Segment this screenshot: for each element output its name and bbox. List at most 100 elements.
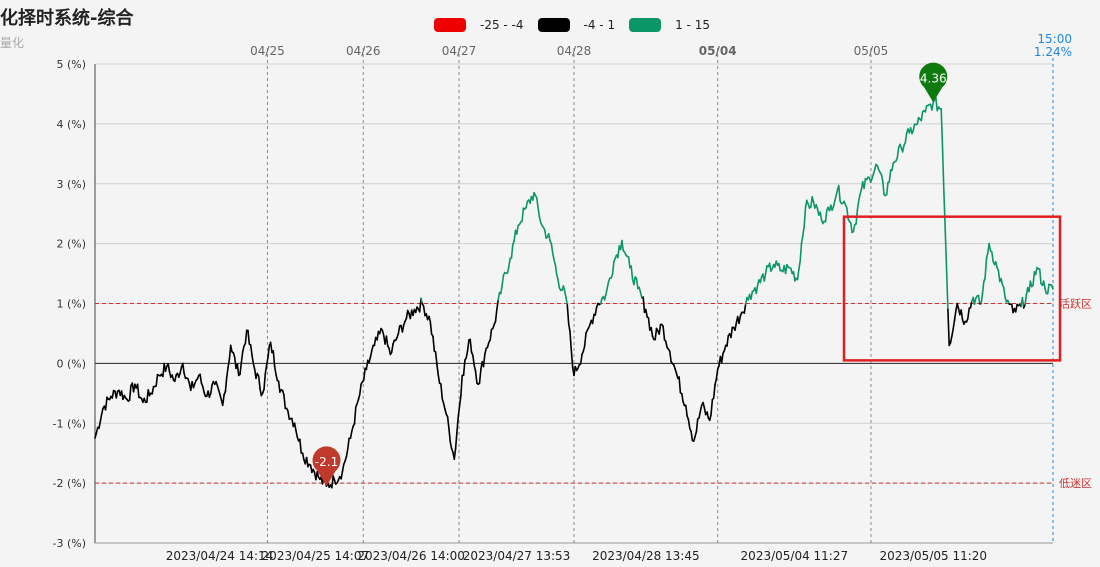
series-segment (397, 325, 401, 335)
series-segment (654, 327, 658, 341)
series-segment (699, 404, 703, 412)
series-segment (763, 272, 767, 282)
latest-value: 1.24% (1033, 45, 1072, 59)
series-segment (611, 260, 615, 275)
min-marker (312, 446, 341, 487)
series-segment (164, 365, 168, 373)
series-segment (638, 286, 642, 294)
series-segment (931, 101, 935, 111)
max-marker-label: 4.36 (920, 71, 947, 85)
series-segment (553, 258, 557, 266)
series-segment (977, 294, 981, 305)
page-title: 化择时系统-综合 (0, 8, 134, 29)
series-segment (849, 222, 853, 234)
series-segment (606, 280, 610, 289)
series-segment (687, 418, 691, 430)
series-segment (182, 362, 185, 375)
series-segment (469, 338, 473, 353)
legend-item-range-mid[interactable]: -4 - 1 (537, 18, 615, 32)
series-segment (563, 290, 567, 299)
series-segment (521, 207, 525, 222)
legend-item-range-high[interactable]: 1 - 15 (629, 18, 710, 32)
x-top-label: 04/25 (250, 44, 285, 58)
series-segment (555, 273, 559, 281)
series-segment (605, 287, 609, 296)
series-segment (960, 309, 964, 321)
series-segment (513, 229, 517, 242)
legend-swatch-black (537, 18, 570, 32)
series-segment (706, 411, 710, 420)
series-segment (381, 329, 385, 337)
series-segment (224, 376, 228, 393)
series-segment (515, 224, 519, 235)
series-segment (340, 470, 344, 480)
series-segment (680, 392, 684, 403)
series-segment (714, 377, 718, 386)
series-segment (432, 335, 436, 352)
series-segment (712, 383, 716, 399)
series-segment (494, 308, 498, 323)
series-segment (543, 229, 547, 239)
series-segment (901, 144, 905, 153)
series-segment (768, 262, 772, 272)
series-segment (368, 356, 372, 364)
series-segment (362, 367, 366, 381)
series-segment (369, 349, 373, 359)
series-segment (249, 344, 253, 357)
series-segment (994, 260, 998, 269)
series-segment (390, 343, 394, 354)
series-segment (730, 326, 734, 339)
series-segment (151, 385, 155, 395)
series-segment (506, 266, 510, 274)
series-segment (833, 195, 837, 202)
series-segment (472, 354, 476, 367)
series-segment (1024, 293, 1028, 306)
series-segment (759, 276, 763, 284)
series-segment (1042, 280, 1046, 290)
legend-swatch-green (629, 18, 662, 32)
series-segment (95, 426, 99, 435)
series-segment (947, 308, 951, 347)
series-segment (1002, 286, 1006, 299)
series-segment (956, 302, 960, 310)
series-segment (662, 325, 666, 341)
series-segment (510, 243, 514, 259)
series-segment (474, 369, 478, 384)
series-segment (454, 431, 458, 450)
series-segment (835, 188, 839, 197)
series-segment (525, 200, 529, 209)
series-segment (442, 402, 446, 410)
series-segment (557, 278, 561, 289)
series-segment (630, 265, 634, 280)
reference-label: 活跃区 (1059, 297, 1092, 311)
series-segment (941, 149, 945, 194)
series-segment (293, 422, 297, 431)
series-segment (856, 200, 860, 211)
series-segment (969, 300, 973, 309)
series-segment (167, 362, 171, 373)
series-segment (945, 269, 949, 311)
series-segment (251, 354, 255, 365)
legend-item-range-low[interactable]: -25 - -4 (434, 18, 524, 32)
series-segment (1038, 268, 1042, 285)
series-segment (562, 285, 566, 293)
series-segment (980, 292, 984, 305)
highlight-box (842, 215, 1062, 362)
y-tick-label: -2 (%) (53, 477, 87, 490)
x-top-label: 04/26 (346, 44, 381, 58)
series-segment (565, 296, 569, 306)
series-segment (273, 365, 277, 376)
series-segment (217, 389, 221, 396)
series-segment (621, 239, 625, 252)
series-segment (484, 347, 488, 355)
y-tick-label: 2 (%) (56, 238, 86, 251)
y-tick-label: -1 (%) (53, 417, 87, 430)
series-segment (664, 340, 668, 349)
x-bottom-label: 2023/04/28 13:45 (592, 549, 700, 563)
series-segment (183, 372, 187, 380)
x-top-label: 04/27 (442, 44, 477, 58)
series-segment (269, 341, 273, 354)
series-segment (305, 456, 309, 468)
series-segment (857, 193, 861, 202)
